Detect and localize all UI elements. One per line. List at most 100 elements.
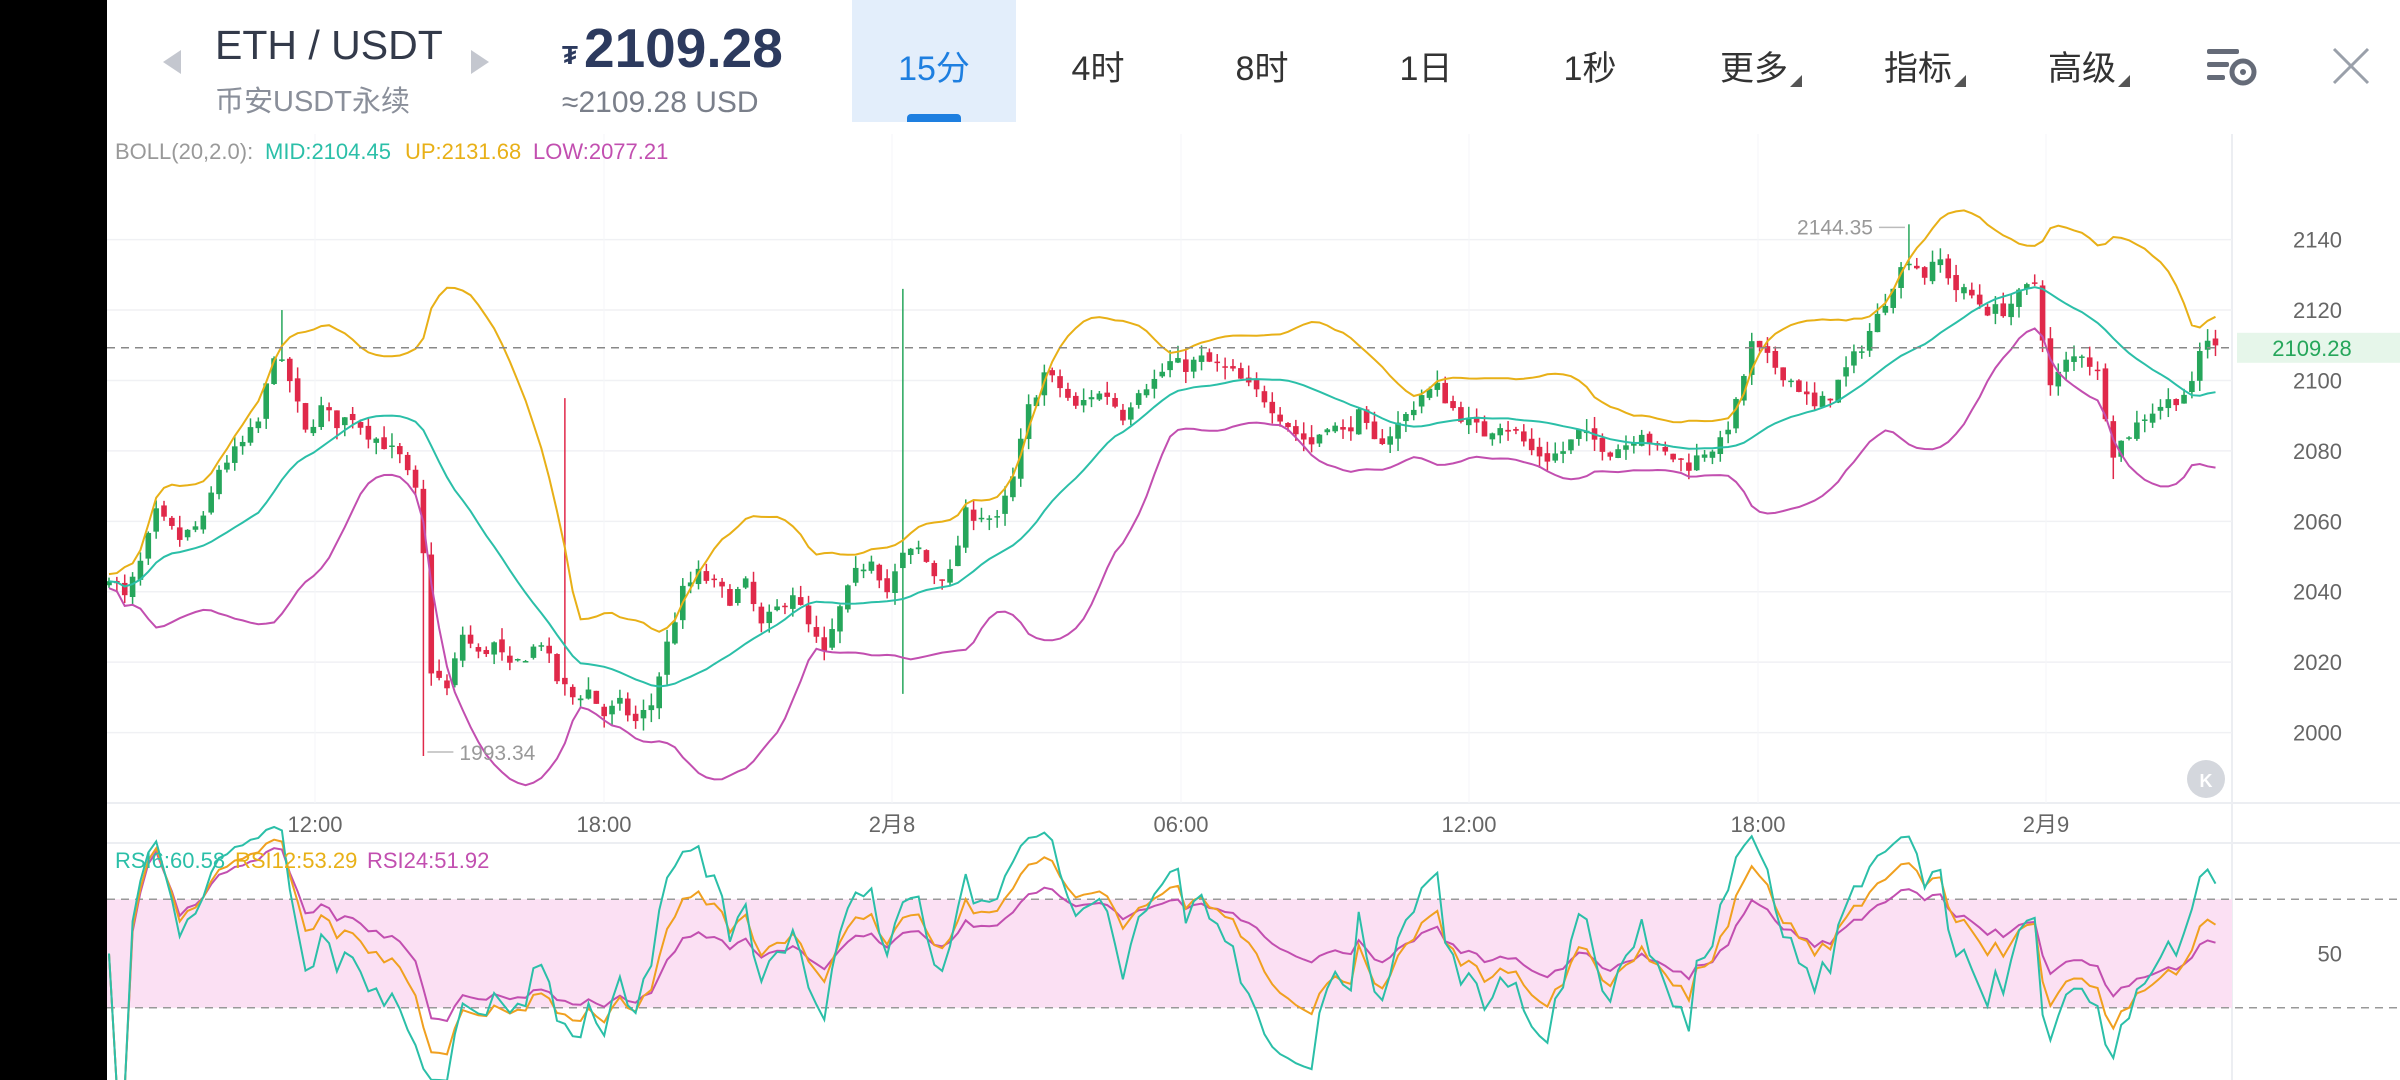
candle-body [1536,446,1543,457]
candle-body [601,706,607,717]
header-bar: ETH / USDT 币安USDT永续 ₮ 2109.28 ≈2109.28 U… [107,0,2400,132]
candle-body [1858,351,1865,353]
tab-8h[interactable]: 8时 [1180,0,1344,122]
candle-body [892,571,898,593]
candle-body [1843,367,1849,377]
candle-body [876,564,883,581]
low-price-label: 1993.34 [459,742,535,765]
tab-label: 4时 [1071,50,1125,88]
candle-body [1316,434,1323,444]
candle-body [2204,340,2211,350]
candle-body [530,646,537,658]
candle-body [2079,356,2085,358]
candle-body [161,505,167,517]
candle-body [208,492,214,513]
scroll-latest-icon: K [2200,771,2213,791]
candle-body [1788,380,1794,383]
tab-1s[interactable]: 1秒 [1508,0,1672,122]
candle-body [538,645,545,647]
candle-body [907,548,914,556]
candle-body [404,454,411,471]
boll-label: BOLL(20,2.0): [115,139,254,164]
candle-body [986,518,993,520]
candle-body [1410,409,1417,416]
candle-body [428,554,435,674]
price-tag-bg [2237,332,2400,363]
candle-body [1717,437,1724,455]
candle-body [1599,437,1606,452]
candle-body [1709,451,1716,458]
candle-body [1465,418,1472,426]
candle-body [1811,392,1818,407]
candle-body [318,405,325,428]
chart-canvas[interactable]: 2140 2120 2100 2080 2060 2040 2020 2000 12:00 18:… [107,0,2400,1080]
candle-body [1096,393,1103,400]
candle-body [837,606,843,632]
candle-body [1183,359,1189,372]
tab-15m[interactable]: 15分 [852,0,1016,122]
candle-body [703,571,710,581]
candle-body [1269,401,1276,414]
y-tick-label: 2120 [2293,298,2342,323]
rsi-band [107,899,2232,1008]
candle-body [1285,423,1291,428]
candle-body [1426,388,1433,398]
rsi24-label: RSI24:51.92 [367,848,490,873]
candle-body [1458,407,1464,422]
candle-body [2149,413,2156,423]
candle-body [750,581,757,605]
candle-body [640,709,647,719]
candle-body [1976,294,1983,305]
tab-advanced[interactable]: 高级 [2000,0,2164,122]
candle-body [970,509,977,521]
close-icon[interactable] [2331,46,2371,86]
candle-body [2173,399,2179,406]
prev-pair-icon[interactable] [163,50,181,74]
candle-body [2212,338,2219,346]
candle-body [1662,446,1669,452]
candle-body [947,568,953,583]
market-name: 币安USDT永续 [215,86,410,118]
candle-body [436,670,442,678]
candle-body [852,567,859,583]
candle-body [593,690,600,704]
candle-body [1945,258,1952,279]
candle-body [1851,351,1857,366]
chart-settings-icon[interactable] [2205,44,2259,92]
candle-body [1741,375,1747,401]
candle-body [153,508,159,532]
candle-body [1961,287,1967,294]
candle-body [1128,407,1134,420]
candle-body [1190,359,1197,372]
candle-body [475,647,482,652]
scroll-latest-button [2187,760,2225,798]
candle-body [931,562,938,577]
tab-4h[interactable]: 4时 [1016,0,1180,122]
candle-body [939,579,945,581]
candle-body [2126,437,2132,439]
candle-body [1261,391,1268,403]
tab-indicators[interactable]: 指标 [1836,0,2000,122]
candle-body [1544,453,1551,462]
candle-body [978,517,985,520]
y-tick-label: 2100 [2293,368,2342,393]
rsi-axis-label: 50 [2318,942,2342,967]
candle-body [1167,361,1173,371]
pair-title[interactable]: ETH / USDT [215,22,443,68]
candle-body [585,689,592,699]
currency-symbol: ₮ [562,40,578,70]
x-tick-label: 2月9 [2023,812,2069,837]
candle-body [239,441,246,447]
app-root: 2140 2120 2100 2080 2060 2040 2020 2000 12:00 18:… [107,0,2400,1080]
tab-more[interactable]: 更多 [1672,0,1836,122]
candle-body [2157,406,2164,411]
candle-body [1065,388,1071,398]
candle-body [145,532,152,559]
candle-body [1874,313,1881,333]
candle-body [1646,433,1653,444]
candle-body [121,582,128,596]
candle-body [107,581,112,586]
next-pair-icon[interactable] [471,50,489,74]
tab-1d[interactable]: 1日 [1344,0,1508,122]
tab-label: 高级 [2048,50,2116,88]
